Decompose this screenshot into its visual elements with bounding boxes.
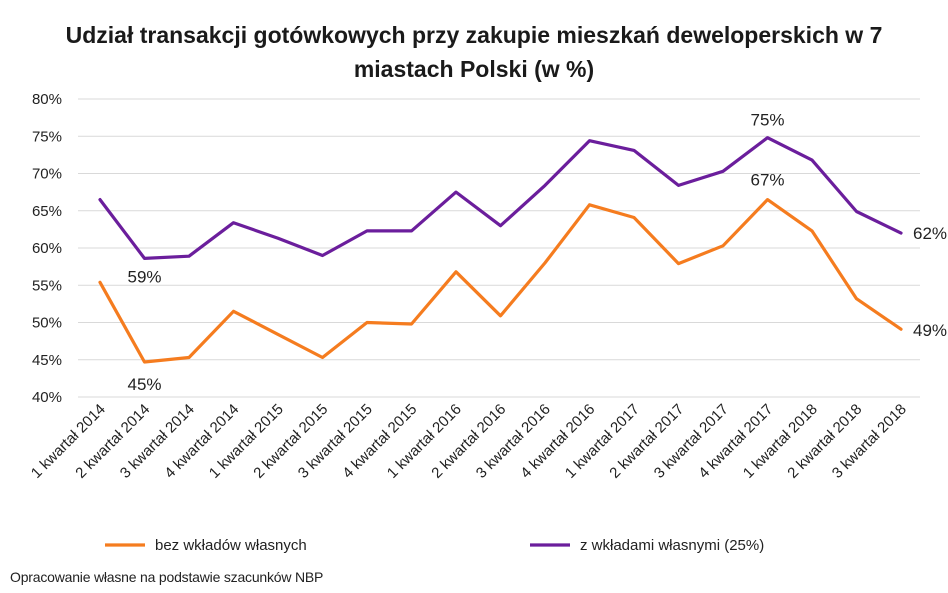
series-line-z-wkladami: [98, 136, 903, 260]
legend: bez wkładów własnych z wkładami własnymi …: [105, 537, 764, 554]
data-label: 45%: [127, 375, 161, 394]
data-label: 67%: [750, 171, 784, 190]
data-label: 62%: [913, 224, 947, 243]
chart-title-line-2: miastach Polski (w %): [353, 56, 595, 82]
x-tick-label: 1 kwartał 2014: [28, 401, 109, 482]
legend-label: z wkładami własnymi (25%): [580, 537, 764, 554]
legend-label: bez wkładów własnych: [155, 537, 307, 554]
data-label: 59%: [127, 267, 161, 286]
y-tick-label: 45%: [32, 352, 62, 369]
y-tick-label: 80%: [32, 91, 62, 108]
y-tick-label: 75%: [32, 128, 62, 145]
data-label: 49%: [913, 321, 947, 340]
data-labels: 59% 45% 75% 67% 62% 49%: [127, 111, 947, 394]
chart-title-line-1: Udział transakcji gotówkowych przy zakup…: [65, 22, 883, 48]
y-tick-label: 40%: [32, 389, 62, 406]
data-label: 75%: [750, 111, 784, 130]
y-tick-label: 55%: [32, 277, 62, 294]
y-tick-label: 50%: [32, 315, 62, 332]
y-axis-ticks: 80% 75% 70% 65% 60% 55% 50% 45% 40%: [32, 91, 62, 406]
gridlines: [78, 98, 920, 398]
y-tick-label: 70%: [32, 166, 62, 183]
y-tick-label: 65%: [32, 203, 62, 220]
chart-title: Udział transakcji gotówkowych przy zakup…: [0, 18, 948, 86]
source-note: Opracowanie własne na podstawie szacunkó…: [10, 569, 324, 585]
series-lines: [98, 136, 903, 364]
y-tick-label: 60%: [32, 240, 62, 257]
